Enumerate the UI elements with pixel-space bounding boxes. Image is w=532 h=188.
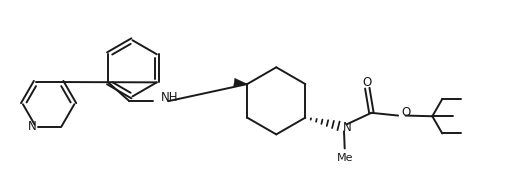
Text: NH: NH: [161, 91, 179, 104]
Polygon shape: [234, 78, 247, 86]
Text: O: O: [402, 106, 411, 119]
Text: N: N: [28, 120, 37, 133]
Text: N: N: [343, 121, 352, 134]
Text: Me: Me: [336, 153, 353, 163]
Text: O: O: [363, 76, 372, 89]
